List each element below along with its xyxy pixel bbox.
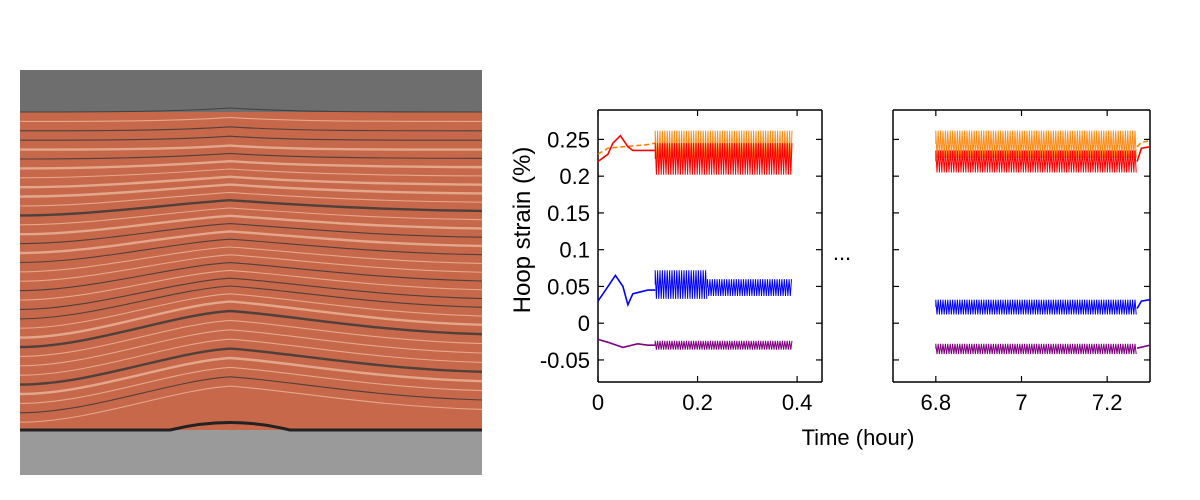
y-tick-label: 0.15 (547, 201, 590, 226)
series-ramp-line (597, 273, 656, 308)
series-tail-line (1136, 298, 1151, 309)
series-4 (935, 343, 1151, 355)
series-tail-line (1136, 146, 1151, 162)
series-oscillation-band (654, 270, 708, 299)
winding-layer-line (20, 285, 482, 320)
winding-layer-line (20, 366, 482, 404)
series-3 (597, 270, 792, 308)
series-oscillation-band (935, 343, 1137, 355)
x-tick-label: 0 (592, 390, 604, 415)
winding-layer-line (20, 183, 482, 198)
winding-layer-line (20, 107, 482, 113)
hoop-strain-chart-svg: Hoop strain (%) Time (hour) ... -0.0500.… (509, 109, 1151, 450)
hoop-strain-chart: Hoop strain (%) Time (hour) ... -0.05 0 0.… (500, 90, 1180, 470)
winding-layer-line (20, 277, 482, 310)
series-3 (935, 298, 1151, 315)
winding-layer-line (20, 254, 482, 282)
winding-layer-line (20, 347, 482, 386)
y-tick-label: 0.05 (547, 274, 590, 299)
series-1 (935, 130, 1151, 158)
winding-layer-line (20, 293, 482, 329)
winding-layer-line (20, 198, 482, 217)
winding-layer-line (20, 338, 482, 376)
winding-photo-image (20, 70, 482, 475)
series-4 (597, 338, 793, 350)
x-tick-label: 0.2 (682, 390, 713, 415)
winding-layer-line (20, 319, 482, 357)
winding-layer-line (20, 126, 482, 132)
y-tick-label: 0.2 (559, 164, 590, 189)
series-tail-line (1136, 140, 1151, 148)
series-oscillation-band (654, 143, 793, 175)
winding-layer-line (20, 300, 482, 339)
x-axis-label: Time (hour) (802, 425, 915, 450)
series-ramp-line (597, 134, 656, 163)
series-ramp-line (597, 338, 656, 349)
winding-layer-line (20, 168, 482, 179)
y-tick-label: 0 (578, 311, 590, 336)
winding-layer-line (20, 116, 482, 122)
series-2 (597, 134, 793, 175)
winding-layer-line (20, 238, 482, 263)
y-tick-label: -0.05 (540, 348, 590, 373)
y-tick-label: 0.25 (547, 127, 590, 152)
series-ramp-line (597, 142, 656, 155)
chart-panel-2: 6.8 7 7.2 (892, 109, 1151, 415)
series-oscillation-band (935, 150, 1137, 173)
winding-layer-line (20, 376, 482, 414)
winding-layer-line (20, 230, 482, 255)
winding-layer-line (20, 144, 482, 151)
series-2 (935, 146, 1151, 173)
x-tick-label: 0.4 (782, 390, 813, 415)
winding-layer-line (20, 159, 482, 170)
winding-layer-line (20, 135, 482, 141)
x-tick-label: 7.2 (1092, 390, 1123, 415)
y-tick-label: 0.1 (559, 238, 590, 263)
winding-layer-line (20, 269, 482, 301)
winding-layer-line (20, 207, 482, 226)
winding-layer-line (20, 214, 482, 236)
winding-layer-line (20, 329, 482, 367)
winding-layer-line (20, 356, 482, 396)
winding-layer-line (20, 309, 482, 349)
winding-layer-line (20, 175, 482, 189)
winding-layer-line (20, 191, 482, 207)
series-oscillation-band (935, 130, 1137, 158)
y-axis-label: Hoop strain (%) (509, 147, 536, 314)
series-oscillation-band (935, 299, 1137, 315)
x-tick-label: 7 (1015, 390, 1027, 415)
photo-base-band (20, 430, 482, 475)
winding-cross-section-photo (20, 70, 482, 475)
winding-bottom-edge (20, 421, 482, 432)
winding-layer-line (20, 223, 482, 245)
axis-break-ellipsis: ... (833, 240, 851, 265)
x-tick-label: 6.8 (921, 390, 952, 415)
photo-top-band (20, 70, 482, 112)
winding-layer-line (20, 385, 482, 423)
series-oscillation-band (654, 340, 793, 350)
winding-layer-line (20, 262, 482, 292)
winding-layer-line (20, 152, 482, 160)
winding-layer-line (20, 246, 482, 273)
series-tail-line (1136, 344, 1151, 349)
series-oscillation-band (707, 279, 792, 297)
